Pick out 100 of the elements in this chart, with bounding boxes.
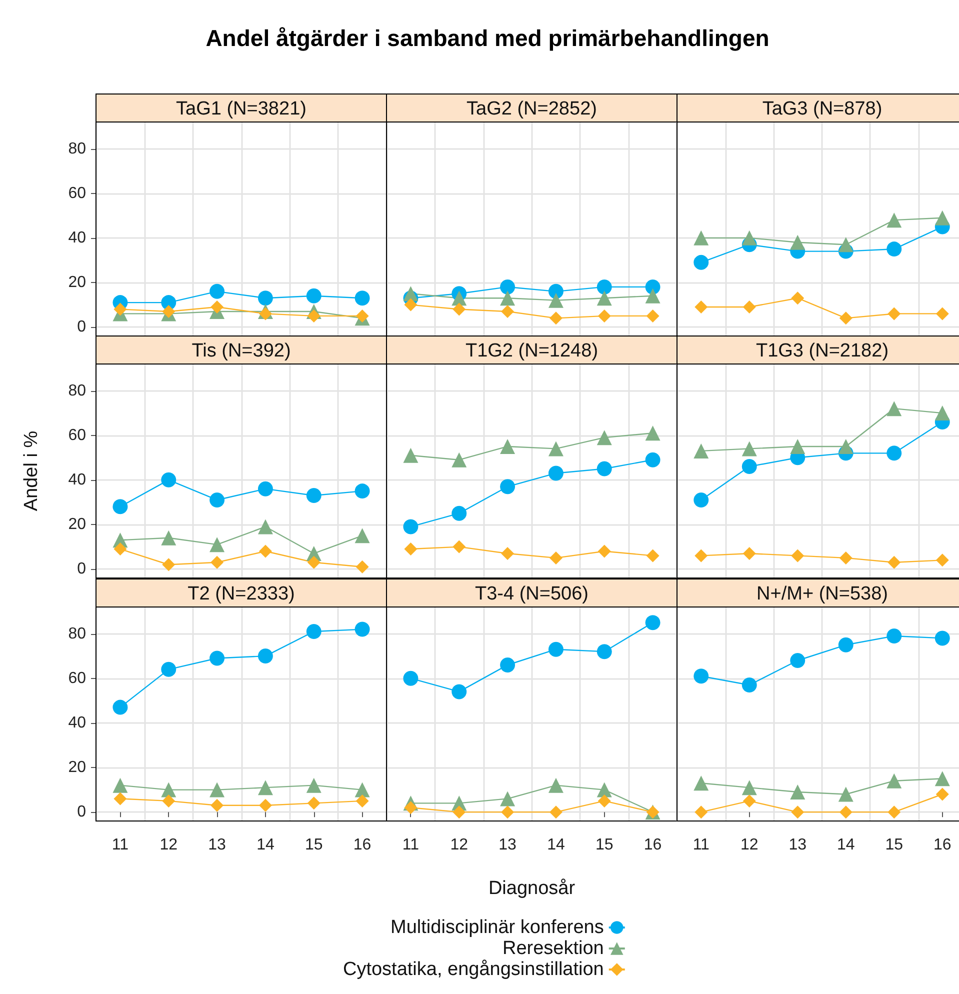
point [645, 426, 660, 441]
point [596, 279, 612, 294]
y-tick-label: 20 [68, 759, 86, 776]
point [839, 551, 852, 564]
y-tick-label: 60 [68, 426, 86, 444]
point [500, 279, 516, 294]
point [596, 290, 612, 306]
point [210, 537, 225, 552]
point [645, 279, 660, 294]
point [694, 300, 708, 314]
y-tick-label: 40 [68, 471, 86, 488]
point [161, 782, 176, 798]
point [934, 771, 950, 786]
point [694, 443, 709, 458]
point [886, 212, 902, 228]
point [888, 806, 901, 819]
point [742, 459, 757, 474]
point [790, 784, 806, 800]
point [934, 210, 950, 226]
point [645, 288, 660, 304]
point [162, 794, 176, 808]
x-tick-label: 13 [208, 836, 226, 854]
x-tick-label: 12 [160, 836, 178, 854]
point [598, 544, 611, 558]
point [354, 782, 370, 798]
x-tick-label: 15 [595, 836, 614, 854]
point [452, 684, 467, 700]
point [548, 642, 564, 657]
point [646, 549, 660, 562]
point [403, 286, 418, 302]
point [886, 401, 902, 416]
point [307, 796, 320, 810]
point [839, 312, 852, 325]
point [838, 786, 854, 802]
point [306, 778, 322, 793]
point [500, 791, 516, 806]
point [646, 309, 660, 322]
y-tick-label: 20 [68, 274, 86, 291]
y-tick-label: 80 [68, 382, 86, 400]
point [838, 637, 854, 652]
point [791, 806, 804, 819]
x-tick-label: 16 [933, 836, 952, 854]
point [452, 290, 467, 306]
point [162, 304, 176, 318]
point [403, 448, 418, 463]
point [742, 678, 757, 693]
point [886, 773, 902, 788]
point [888, 556, 901, 569]
point [839, 806, 852, 819]
point [549, 551, 562, 564]
point [161, 472, 176, 488]
x-tick-label: 11 [112, 836, 129, 854]
point [742, 794, 756, 808]
point [791, 292, 804, 305]
point [790, 438, 806, 454]
point [934, 630, 950, 646]
x-tick-label: 11 [692, 836, 710, 854]
point [790, 234, 806, 250]
point [548, 778, 564, 793]
legend-label: Multidisciplinär konferens [390, 917, 604, 938]
point [354, 622, 370, 637]
point [886, 446, 902, 461]
point [452, 302, 466, 316]
point [356, 560, 369, 574]
point [598, 794, 611, 808]
point [112, 778, 128, 793]
x-tick-label: 14 [256, 836, 274, 854]
chart-title: T2 (N=2333) [188, 584, 295, 604]
point [404, 542, 418, 556]
point [500, 290, 516, 306]
x-tick-label: 15 [304, 836, 323, 854]
point [694, 806, 708, 819]
point [210, 798, 224, 812]
point [694, 776, 709, 791]
x-tick-label: 14 [547, 836, 565, 854]
point [404, 298, 418, 312]
point [548, 441, 564, 456]
point [791, 549, 804, 562]
point [210, 556, 224, 569]
point [258, 780, 273, 796]
point [210, 300, 224, 314]
x-tick-label: 16 [353, 836, 372, 854]
x-tick-label: 14 [836, 836, 855, 854]
y-axis-title: Andel i % [21, 430, 42, 512]
x-tick-label: 12 [740, 836, 758, 854]
point [114, 302, 127, 316]
x-tick-label: 13 [498, 836, 517, 854]
point [596, 430, 612, 446]
point [548, 292, 564, 308]
point [694, 549, 708, 562]
point [500, 657, 516, 672]
y-tick-label: 20 [68, 516, 86, 533]
y-tick-label: 60 [68, 670, 86, 687]
point [162, 558, 176, 572]
point [838, 438, 854, 454]
point [500, 438, 516, 454]
legend-label: Cytostatika, engångsinstillation [342, 959, 604, 980]
point [742, 300, 756, 314]
point [742, 230, 757, 246]
point [354, 484, 370, 499]
